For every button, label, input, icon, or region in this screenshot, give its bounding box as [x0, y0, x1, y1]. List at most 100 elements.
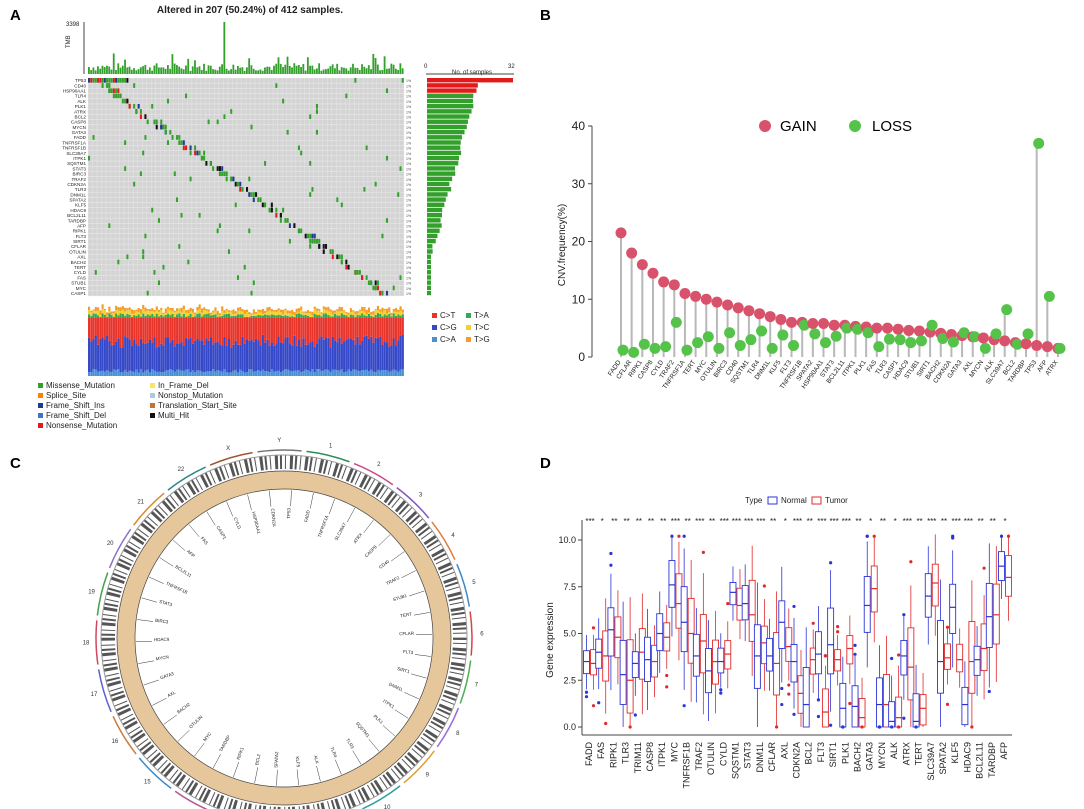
gain-point — [732, 302, 744, 314]
mutation-cell — [151, 207, 154, 213]
titv-segment — [203, 372, 206, 376]
normal-outlier — [829, 723, 833, 727]
titv-segment — [121, 313, 125, 318]
tmb-bar — [300, 66, 302, 74]
titv-segment — [92, 339, 95, 370]
mutation-cell — [180, 212, 183, 218]
titv-segment — [311, 311, 314, 316]
titv-segment — [106, 318, 109, 336]
titv-segment — [157, 316, 161, 318]
titv-segment — [169, 315, 172, 318]
titv-legend-swatch — [432, 337, 437, 342]
gene-sample-bar — [427, 145, 461, 150]
mutation-cell — [162, 264, 165, 270]
mutation-cell — [108, 78, 111, 83]
titv-segment — [248, 340, 251, 370]
titv-segment — [230, 372, 233, 376]
titv-segment — [171, 307, 174, 312]
titv-segment — [302, 371, 305, 376]
mutation-cell — [194, 145, 197, 151]
gene-sample-bar — [427, 176, 453, 182]
mutation-cell — [270, 207, 273, 213]
titv-segment — [115, 305, 118, 311]
gene-label: SQSTM1 — [67, 161, 86, 166]
titv-segment — [363, 315, 366, 318]
titv-segment — [343, 310, 346, 312]
titv-segment — [119, 318, 122, 348]
legend-normal-swatch — [767, 496, 778, 505]
tumor-outlier — [591, 704, 596, 708]
loss-point — [830, 330, 842, 342]
titv-segment — [99, 338, 102, 372]
gene-label: CFLAR — [71, 244, 87, 249]
titv-segment — [270, 311, 273, 315]
titv-segment — [227, 311, 231, 314]
tumor-outlier — [945, 625, 950, 629]
mutation-cell — [88, 78, 91, 83]
mutation-cell — [304, 233, 307, 239]
titv-segment — [187, 313, 190, 317]
normal-outlier — [584, 690, 589, 694]
tmb-bar — [273, 65, 275, 74]
significance-marker: ** — [611, 517, 617, 526]
normal-outlier — [890, 725, 894, 729]
titv-segment — [376, 313, 380, 318]
titv-segment — [164, 313, 167, 315]
mutation-cell — [365, 145, 368, 151]
titv-segment — [340, 313, 343, 318]
significance-marker: ** — [941, 517, 947, 526]
gene-sample-bar — [427, 202, 445, 207]
titv-segment — [182, 345, 185, 371]
mutation-cell — [135, 109, 138, 114]
titv-segment — [162, 316, 165, 318]
titv-segment — [110, 311, 113, 314]
mutation-cell — [311, 187, 314, 192]
loss-point — [883, 333, 895, 345]
circos-gene-label: SQSTM1 — [355, 721, 371, 739]
mutation-cell — [200, 155, 203, 161]
titv-segment — [94, 311, 97, 314]
titv-segment — [221, 345, 224, 372]
titv-segment — [99, 314, 102, 317]
titv-segment — [284, 310, 287, 316]
titv-segment — [227, 339, 231, 373]
loss-point — [713, 342, 725, 354]
significance-marker: ** — [660, 517, 666, 526]
mutation-cell — [309, 114, 312, 120]
titv-segment — [325, 313, 328, 318]
gene-sample-bar — [427, 249, 433, 254]
titv-segment — [169, 308, 172, 311]
titv-segment — [115, 313, 118, 318]
gene-sample-bar — [427, 197, 446, 202]
titv-segment — [313, 309, 316, 314]
gene-sample-bar — [427, 93, 474, 98]
titv-segment — [295, 370, 298, 376]
titv-segment — [315, 318, 319, 344]
loss-point — [777, 329, 789, 341]
titv-segment — [148, 309, 152, 312]
titv-segment — [241, 336, 244, 372]
chromosome-label: 4 — [451, 533, 455, 539]
mutation-cell — [275, 212, 278, 218]
titv-segment — [304, 369, 307, 376]
mutation-cell — [257, 197, 260, 203]
titv-segment — [349, 371, 352, 376]
normal-box — [741, 585, 749, 621]
titv-segment — [372, 371, 375, 376]
chromosome-arc — [306, 450, 350, 463]
titv-segment — [203, 307, 206, 311]
mutation-cell — [358, 270, 361, 275]
tmb-bar — [306, 57, 309, 74]
titv-segment — [277, 370, 280, 376]
titv-segment — [250, 339, 253, 370]
mutation-cell — [381, 233, 384, 239]
titv-segment — [221, 315, 224, 318]
mutation-cell — [354, 78, 357, 83]
boxplot-x-label: AFP — [999, 742, 1009, 760]
titv-segment — [227, 318, 231, 340]
titv-segment — [246, 311, 249, 317]
tumor-outlier — [762, 584, 766, 588]
gene-label: TARDBP — [68, 218, 86, 223]
titv-segment — [250, 314, 253, 316]
titv-segment — [90, 372, 93, 376]
